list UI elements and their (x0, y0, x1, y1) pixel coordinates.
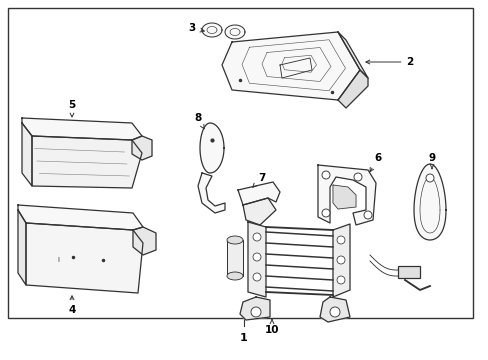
Text: 7: 7 (252, 173, 265, 187)
Polygon shape (337, 32, 367, 78)
Polygon shape (18, 205, 142, 230)
Text: I: I (57, 257, 59, 263)
Text: 1: 1 (240, 333, 247, 343)
Polygon shape (319, 297, 349, 322)
Circle shape (336, 256, 345, 264)
Polygon shape (18, 210, 26, 285)
Polygon shape (224, 25, 244, 39)
Circle shape (252, 233, 261, 241)
Text: 3: 3 (188, 23, 204, 33)
Circle shape (353, 173, 361, 181)
Circle shape (252, 273, 261, 281)
Circle shape (336, 236, 345, 244)
Circle shape (252, 253, 261, 261)
Polygon shape (332, 224, 349, 297)
Polygon shape (202, 23, 222, 37)
Circle shape (329, 307, 339, 317)
Circle shape (336, 276, 345, 284)
Polygon shape (32, 136, 142, 188)
Polygon shape (337, 70, 367, 108)
Polygon shape (317, 165, 375, 225)
Ellipse shape (226, 236, 243, 244)
Text: 10: 10 (264, 319, 279, 335)
Ellipse shape (226, 272, 243, 280)
Text: 5: 5 (68, 100, 76, 117)
Polygon shape (222, 32, 359, 100)
Bar (397, 266, 419, 278)
Polygon shape (22, 123, 32, 186)
Text: 9: 9 (427, 153, 435, 168)
Text: 4: 4 (68, 296, 76, 315)
Polygon shape (26, 223, 142, 293)
Polygon shape (243, 198, 275, 225)
Polygon shape (240, 297, 269, 320)
Polygon shape (332, 185, 355, 209)
Polygon shape (200, 123, 224, 173)
Polygon shape (413, 164, 445, 240)
Text: 8: 8 (194, 113, 203, 129)
Text: 6: 6 (369, 153, 381, 172)
Polygon shape (247, 222, 265, 297)
Polygon shape (238, 182, 280, 205)
Polygon shape (132, 136, 152, 160)
Circle shape (425, 174, 433, 182)
Bar (226, 240, 243, 276)
Polygon shape (133, 227, 156, 255)
Circle shape (321, 209, 329, 217)
Polygon shape (22, 118, 142, 140)
Circle shape (363, 211, 371, 219)
Bar (8, 8, 472, 318)
Polygon shape (198, 173, 224, 213)
Text: 2: 2 (365, 57, 413, 67)
Circle shape (250, 307, 261, 317)
Circle shape (321, 171, 329, 179)
